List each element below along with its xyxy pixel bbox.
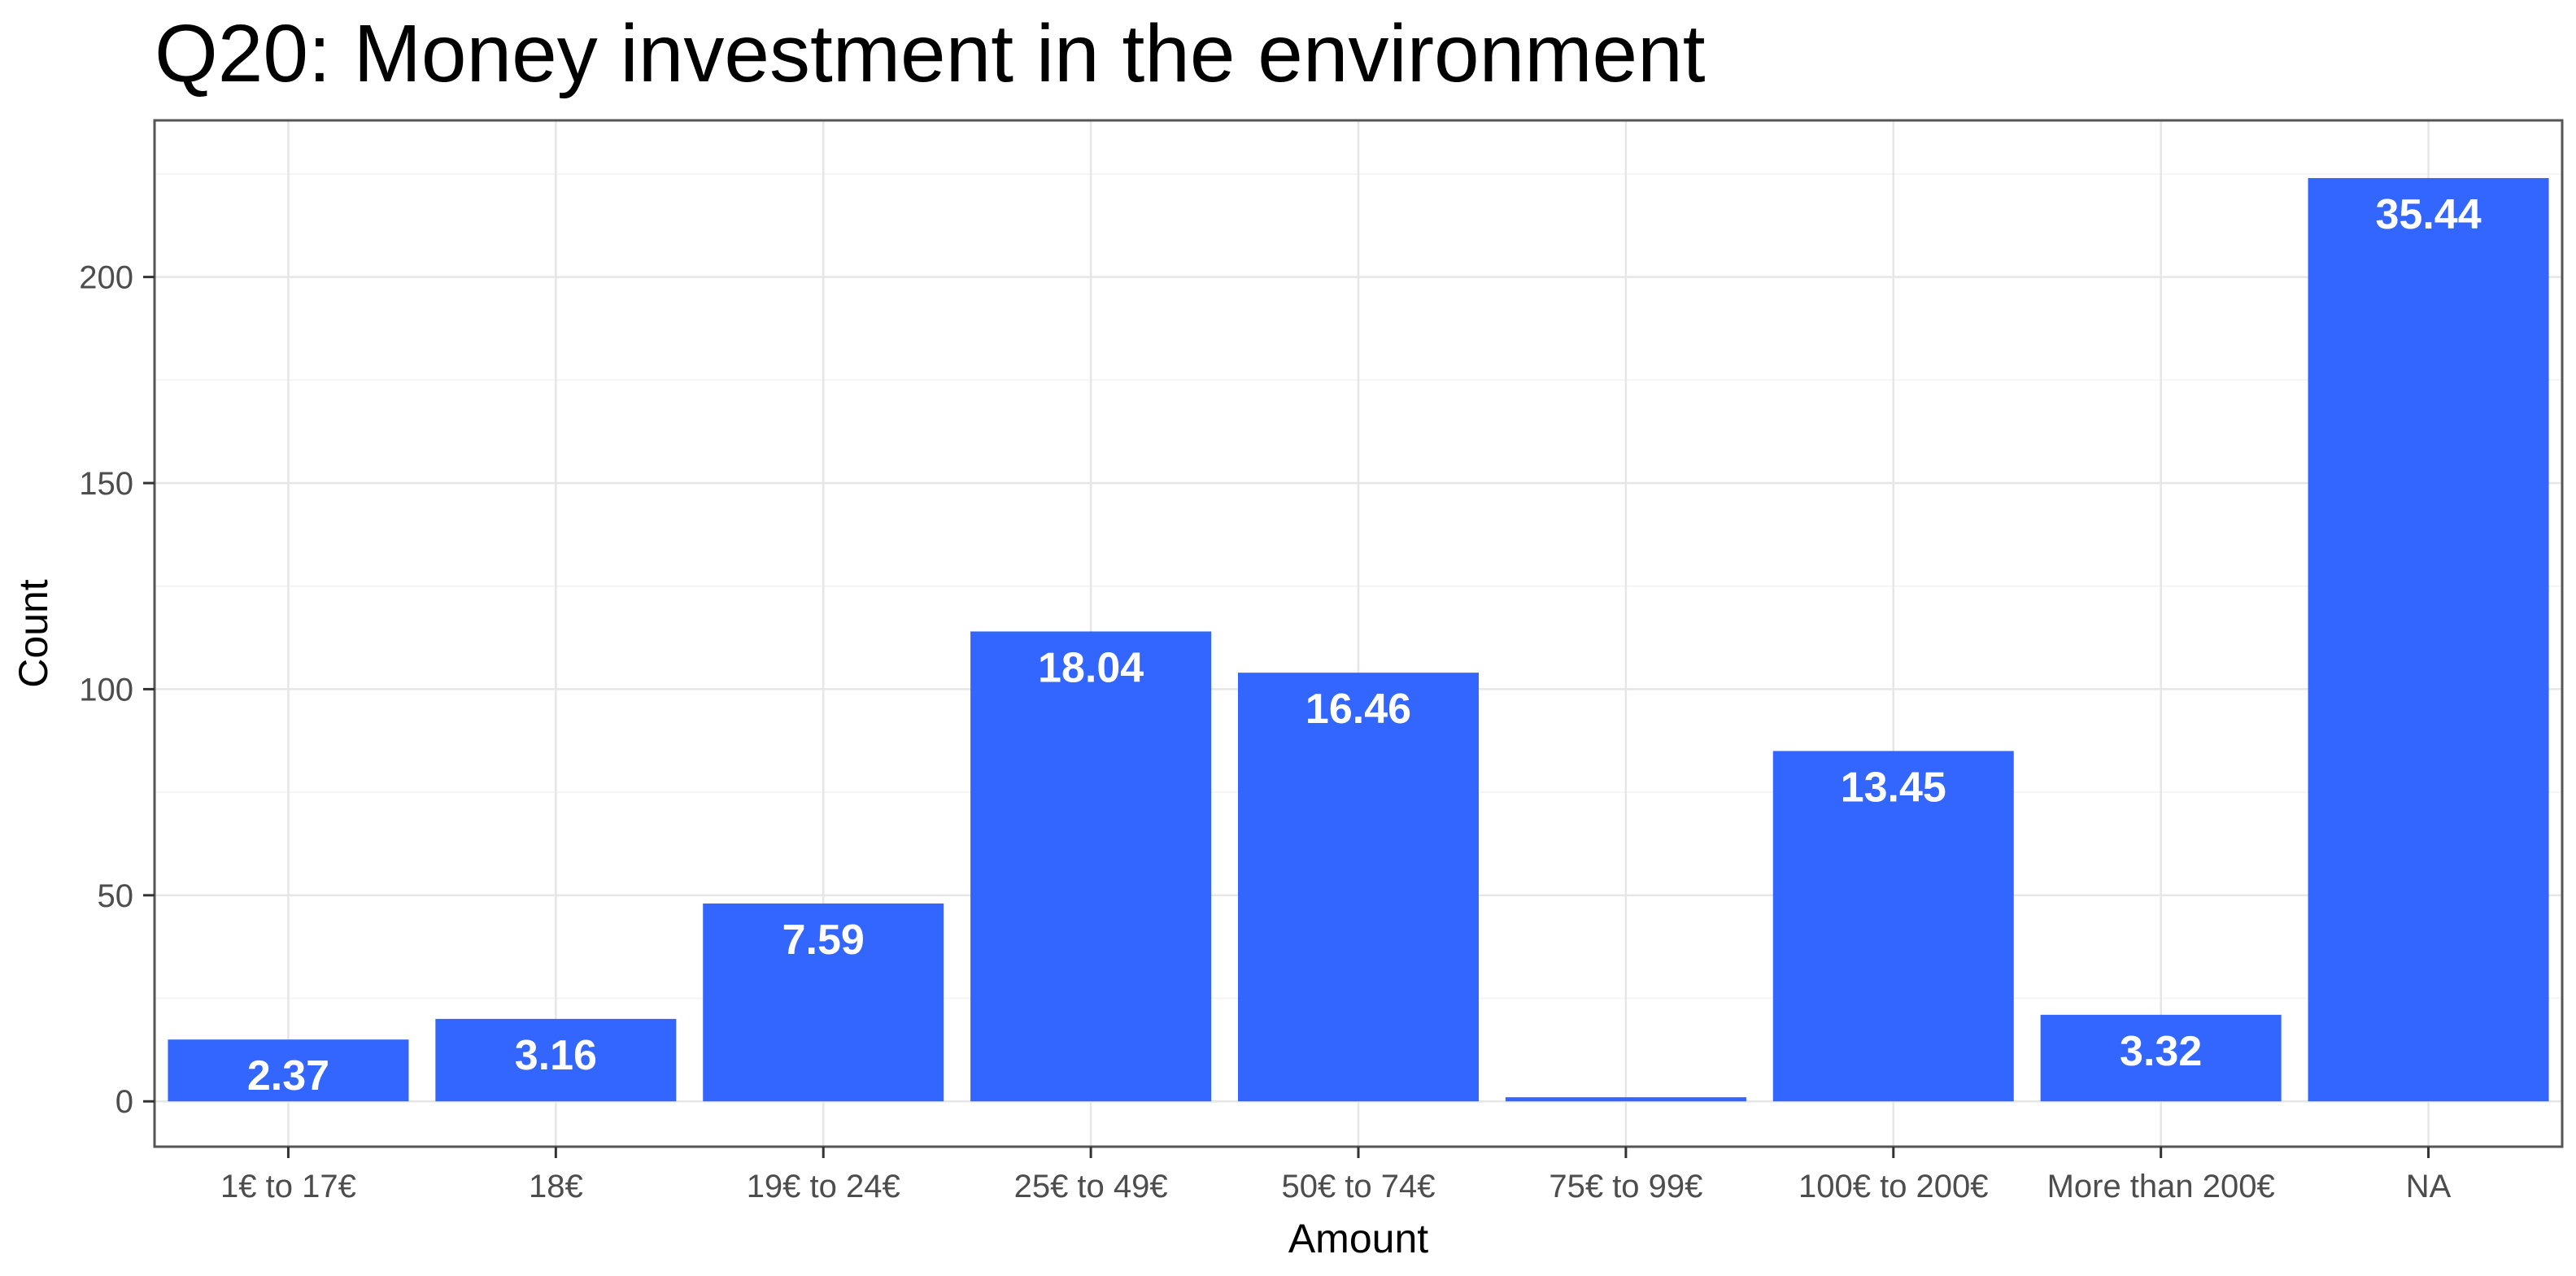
x-tick-label: More than 200€ (2047, 1169, 2275, 1204)
y-tick-label: 100 (79, 672, 133, 708)
x-tick-label: 25€ to 49€ (1014, 1169, 1168, 1204)
y-tick-label: 200 (79, 260, 133, 296)
bar-data-label: 7.59 (782, 917, 865, 964)
bar (1772, 751, 2014, 1102)
x-tick-label: NA (2406, 1169, 2452, 1204)
data-labels: 2.37 3.16 7.59 18.04 16.46 13.45 3.32 35.44 (247, 191, 2482, 1100)
bar (703, 903, 944, 1102)
bar-data-label: 3.16 (515, 1032, 597, 1079)
bar-data-label: 3.32 (2120, 1028, 2202, 1075)
x-tick-label: 18€ (529, 1169, 583, 1204)
x-axis-title: Amount (1288, 1216, 1428, 1261)
bars (168, 177, 2549, 1102)
bar (1238, 673, 1479, 1102)
y-tick-label: 0 (116, 1084, 133, 1120)
bar-data-label: 18.04 (1038, 644, 1144, 691)
x-axis-ticks: 1€ to 17€ 18€ 19€ to 24€ 25€ to 49€ 50€ to 7… (220, 1147, 2452, 1204)
x-tick-label: 100€ to 200€ (1798, 1169, 1989, 1204)
bar (970, 631, 1212, 1102)
y-tick-label: 50 (98, 878, 134, 914)
bar (168, 1039, 409, 1102)
bar-data-label: 13.45 (1841, 764, 1946, 811)
bar-data-label: 2.37 (247, 1052, 329, 1100)
chart-title: Q20: Money investment in the environment (155, 8, 1706, 99)
bar (2040, 1014, 2282, 1102)
y-axis-ticks: 0 50 100 150 200 (79, 260, 155, 1120)
bar (2308, 177, 2549, 1102)
x-tick-label: 75€ to 99€ (1549, 1169, 1702, 1204)
y-tick-label: 150 (79, 466, 133, 502)
bar (1505, 1097, 1746, 1102)
bar-data-label: 16.46 (1305, 686, 1411, 733)
x-tick-label: 50€ to 74€ (1281, 1169, 1435, 1204)
x-tick-label: 19€ to 24€ (747, 1169, 900, 1204)
y-axis-title: Count (11, 579, 56, 688)
bar (435, 1018, 677, 1102)
bar-data-label: 35.44 (2375, 191, 2481, 238)
x-tick-label: 1€ to 17€ (220, 1169, 356, 1204)
